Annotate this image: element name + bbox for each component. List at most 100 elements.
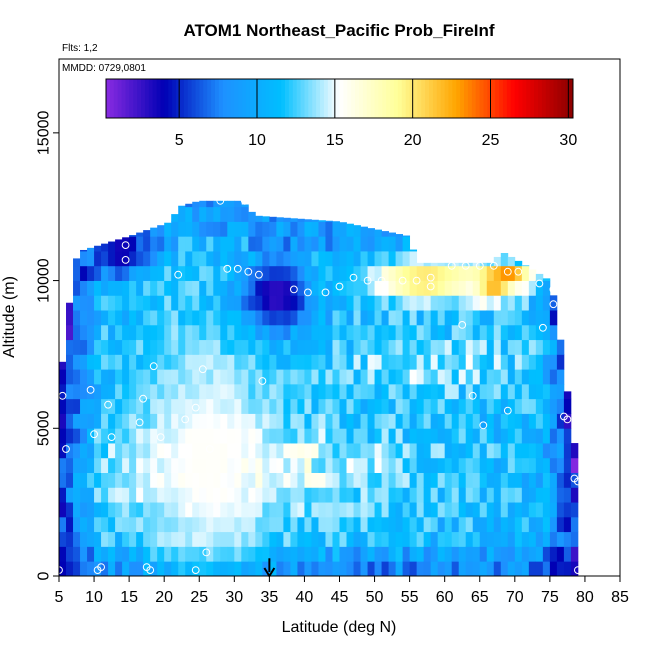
heatmap-cell [87,324,95,341]
heatmap-cell [549,472,558,488]
heatmap-cell [157,236,165,252]
heatmap-cell [164,413,172,429]
heatmap-cell [444,487,453,503]
heatmap-cell [465,280,474,296]
heatmap-cell [122,472,130,488]
colorbar-segment [199,79,204,118]
x-tick-label: 30 [225,589,243,606]
colorbar-segment [187,79,193,118]
heatmap-cell [192,295,200,311]
heatmap-cell [283,295,291,311]
heatmap-cell [234,561,242,577]
heatmap-cell [402,369,411,385]
heatmap-cell [318,457,326,473]
heatmap-cell [255,369,263,385]
heatmap-cell [486,369,495,385]
heatmap-cell [150,457,158,473]
heatmap-cell [178,265,186,281]
heatmap-cell [129,472,137,488]
heatmap-cell [80,413,88,429]
heatmap-cell [325,443,333,459]
heatmap-cell [549,354,558,370]
heatmap-cell [248,354,256,370]
heatmap-cell [528,487,537,503]
heatmap-cell [157,561,165,577]
heatmap-cell [241,487,249,503]
heatmap-cell [171,428,179,444]
heatmap-cell [332,546,340,562]
observation-point [539,323,547,332]
colorbar-segment [316,79,321,118]
heatmap-cell [241,428,249,444]
heatmap-cell [528,546,537,562]
colorbar-segment [160,79,165,118]
heatmap-cell [297,487,305,503]
heatmap-cell [472,561,481,577]
heatmap-cell [73,457,81,473]
heatmap-cell [465,413,474,429]
heatmap-cell [66,487,74,503]
heatmap-cell [304,280,312,296]
heatmap-cell [101,443,109,459]
heatmap-cell [136,546,144,562]
heatmap-cell [535,295,544,311]
heatmap-cell [458,280,467,296]
heatmap-cell [276,428,284,444]
heatmap-cell [283,369,291,385]
heatmap-cell [465,472,474,488]
heatmap-cell [290,398,298,414]
heatmap-cell [458,487,467,503]
heatmap-cell [500,531,509,547]
heatmap-cell [283,457,291,473]
heatmap-cell [297,339,305,355]
heatmap-cell [430,324,439,341]
heatmap-cell [283,531,291,547]
heatmap-cell [514,413,523,429]
heatmap-cell [157,413,165,429]
heatmap-cell [283,324,291,341]
heatmap-cell [423,472,432,488]
heatmap-cell [94,339,102,355]
heatmap-cell [304,531,312,547]
heatmap-cell [325,221,333,237]
heatmap-cell [318,369,326,385]
heatmap-cell [311,383,319,400]
heatmap-cell [395,234,404,237]
heatmap-cell [563,413,572,429]
colorbar-segment [378,79,383,118]
heatmap-cell [311,413,319,429]
heatmap-cell [556,413,565,429]
heatmap-cell [150,310,158,326]
colorbar-segment [561,79,566,118]
observation-point [104,400,112,409]
heatmap-cell [395,354,404,370]
heatmap-cell [213,443,221,459]
heatmap-cell [171,310,179,326]
heatmap-cell [458,369,467,385]
heatmap-cell [409,561,418,577]
heatmap-cell [388,383,396,400]
heatmap-cell [549,457,558,473]
heatmap-cell [199,236,207,252]
heatmap-cell [332,295,340,311]
heatmap-cell [360,457,368,473]
heatmap-cell [360,487,368,503]
heatmap-cell [353,324,361,341]
heatmap-cell [241,413,249,429]
heatmap-cell [262,324,270,341]
heatmap-cell [297,265,305,281]
heatmap-cell [402,487,411,503]
heatmap-cell [318,546,326,562]
heatmap-cell [535,428,544,444]
heatmap-cell [409,472,418,488]
heatmap-cell [185,457,193,473]
heatmap-cell [360,502,368,518]
heatmap-cell [556,354,565,370]
heatmap-cell [437,280,446,296]
x-tick-label: 40 [296,589,314,606]
heatmap-cell [94,354,102,370]
heatmap-cell [115,531,123,547]
heatmap-cell [136,354,144,370]
heatmap-cell [164,383,172,400]
